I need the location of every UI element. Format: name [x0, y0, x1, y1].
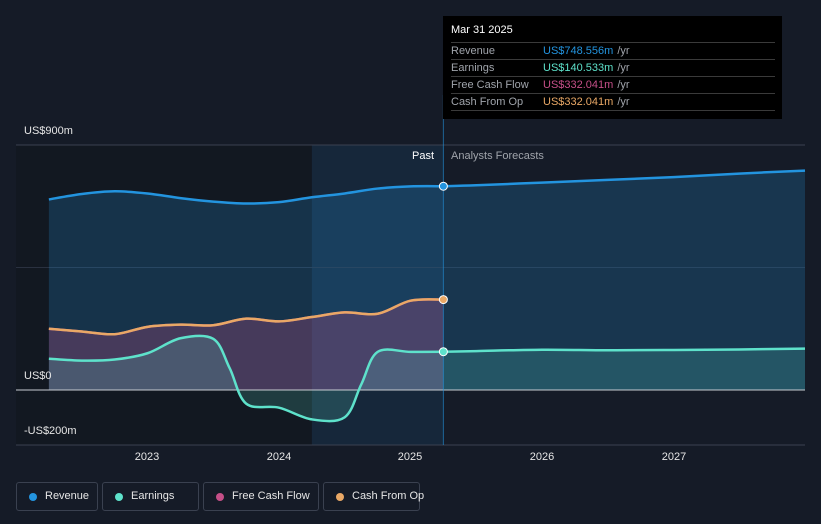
x-tick-2026: 2026	[529, 451, 555, 463]
earnings-line-past	[48, 334, 444, 423]
cash-from-op-dot-icon	[336, 493, 344, 501]
x-tick-2025: 2025	[397, 451, 423, 463]
tooltip-row-cash-from-op: Cash From Op US$332.041m /yr	[451, 93, 775, 111]
tooltip-label: Free Cash Flow	[451, 79, 529, 91]
y-tick-0: US$0	[24, 370, 52, 382]
free-cash-flow-dot-icon	[216, 493, 224, 501]
tooltip-label: Cash From Op	[451, 96, 524, 108]
legend-label: Earnings	[131, 490, 175, 502]
tooltip-label: Earnings	[451, 62, 495, 74]
tooltip-label: Revenue	[451, 45, 496, 57]
revenue-marker	[438, 181, 448, 191]
legend-item-earnings[interactable]: Earnings	[102, 482, 199, 511]
tooltip-row-revenue: Revenue US$748.556m /yr	[451, 42, 775, 59]
tooltip-value: US$140.533m	[543, 62, 614, 74]
earnings-area	[48, 335, 805, 422]
y-tick-900: US$900m	[24, 125, 73, 137]
tooltip-value: US$332.041m	[543, 96, 614, 108]
earnings-line-forecast	[443, 347, 806, 353]
tooltip-row-earnings: Earnings US$140.533m /yr	[451, 59, 775, 76]
cash-from-op-line	[48, 298, 444, 336]
tooltip-unit: /yr	[617, 96, 630, 108]
cash-flow-area	[48, 299, 444, 390]
earnings-dot-icon	[115, 493, 123, 501]
tooltip-unit: /yr	[617, 45, 630, 57]
legend-item-revenue[interactable]: Revenue	[16, 482, 98, 511]
x-tick-2027: 2027	[661, 451, 687, 463]
legend-label: Free Cash Flow	[232, 490, 310, 502]
x-tick-2023: 2023	[134, 451, 160, 463]
revenue-area	[48, 170, 805, 390]
earnings-marker	[438, 347, 448, 357]
legend-label: Cash From Op	[352, 490, 425, 502]
revenue-dot-icon	[29, 493, 37, 501]
tooltip-value: US$748.556m	[543, 45, 614, 57]
revenue-line-past	[48, 184, 444, 205]
legend-label: Revenue	[45, 490, 90, 502]
cash-from-op-marker	[438, 295, 448, 305]
tooltip-panel: Mar 31 2025 Revenue US$748.556m /yr Earn…	[443, 16, 782, 119]
y-tick-neg200: -US$200m	[24, 425, 77, 437]
past-label: Past	[412, 150, 435, 162]
legend-item-cash-from-op[interactable]: Cash From Op	[323, 482, 424, 511]
tooltip-value: US$332.041m	[543, 79, 614, 91]
tooltip-date: Mar 31 2025	[451, 24, 513, 36]
revenue-line-forecast	[443, 169, 806, 188]
forecast-label: Analysts Forecasts	[451, 150, 544, 162]
tooltip-row-free-cash-flow: Free Cash Flow US$332.041m /yr	[451, 76, 775, 93]
tooltip-unit: /yr	[617, 79, 630, 91]
legend-item-free-cash-flow[interactable]: Free Cash Flow	[203, 482, 319, 511]
tooltip-unit: /yr	[617, 62, 630, 74]
x-tick-2024: 2024	[266, 451, 292, 463]
